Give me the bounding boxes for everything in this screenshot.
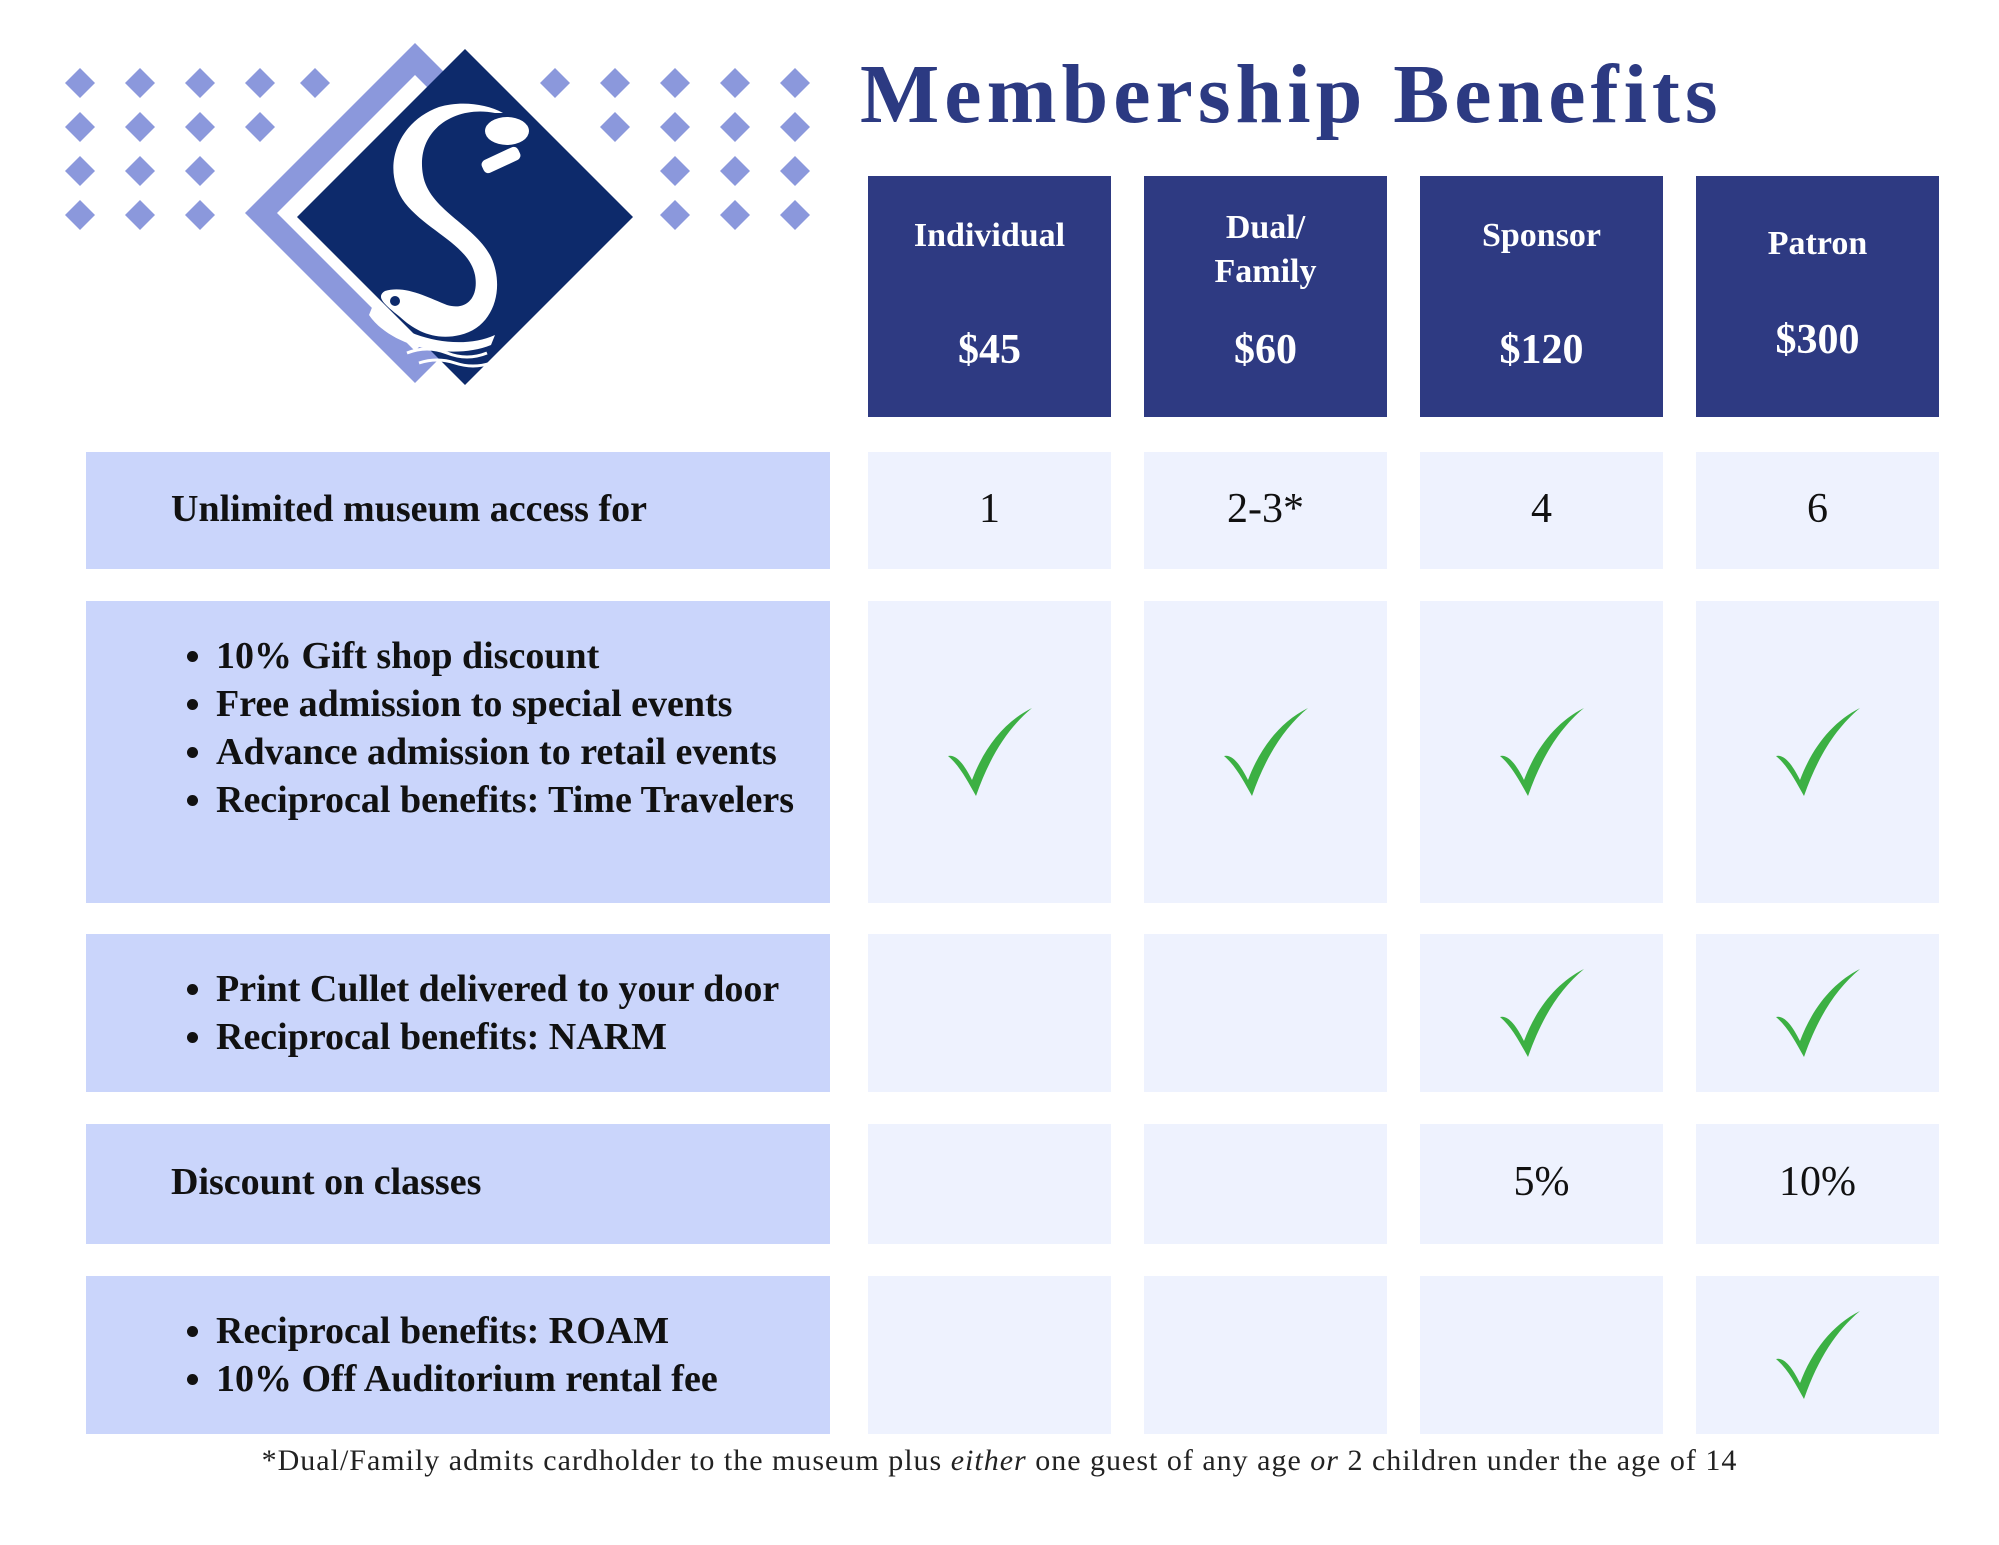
benefit-cell-r4-c1 — [1144, 1276, 1387, 1434]
tier-price: $60 — [1234, 327, 1297, 373]
benefit-label-1: 10% Gift shop discountFree admission to … — [86, 601, 830, 903]
benefit-list-item: Free admission to special events — [216, 680, 856, 728]
checkmark-icon — [942, 704, 1038, 800]
decorative-diamond-icon — [780, 156, 810, 186]
decorative-diamond-icon — [185, 156, 215, 186]
benefit-list: Print Cullet delivered to your doorRecip… — [174, 965, 856, 1061]
benefit-cell-r4-c0 — [868, 1276, 1111, 1434]
benefit-list-item: Reciprocal benefits: Time Travelers — [216, 776, 856, 824]
benefit-cell-r3-c2: 5% — [1420, 1124, 1663, 1244]
benefit-label-text: Unlimited museum access for — [171, 487, 647, 530]
decorative-diamond-icon — [65, 68, 95, 98]
benefit-list-item: Print Cullet delivered to your door — [216, 965, 856, 1013]
decorative-diamond-icon — [185, 200, 215, 230]
decorative-diamond-icon — [720, 68, 750, 98]
benefit-label-0: Unlimited museum access for — [86, 452, 830, 569]
tier-header-0: Individual $45 — [868, 176, 1111, 417]
decorative-diamond-icon — [780, 200, 810, 230]
decorative-diamond-icon — [540, 68, 570, 98]
benefit-value: 4 — [1531, 485, 1552, 532]
decorative-diamond-icon — [720, 156, 750, 186]
tier-header-1: Dual/ Family $60 — [1144, 176, 1387, 417]
checkmark-icon — [1218, 704, 1314, 800]
benefit-list: Reciprocal benefits: ROAM10% Off Auditor… — [174, 1307, 856, 1403]
benefit-label-2: Print Cullet delivered to your doorRecip… — [86, 934, 830, 1092]
benefit-label-3: Discount on classes — [86, 1124, 830, 1244]
benefit-cell-r3-c3: 10% — [1696, 1124, 1939, 1244]
checkmark-icon — [1770, 965, 1866, 1061]
benefit-value: 2-3* — [1227, 485, 1304, 532]
benefit-value: 10% — [1779, 1159, 1856, 1205]
decorative-diamond-icon — [300, 68, 330, 98]
benefit-label-4: Reciprocal benefits: ROAM10% Off Auditor… — [86, 1276, 830, 1434]
checkmark-icon — [1770, 704, 1866, 800]
tier-price: $120 — [1499, 327, 1584, 373]
benefit-value: 5% — [1513, 1159, 1570, 1205]
tier-name: Dual/ Family — [1214, 209, 1317, 290]
tier-name: Sponsor — [1481, 217, 1602, 254]
tier-header-3: Patron $300 — [1696, 176, 1939, 417]
decorative-diamond-icon — [660, 112, 690, 142]
decorative-diamond-icon — [660, 200, 690, 230]
benefit-cell-r4-c3 — [1696, 1276, 1939, 1434]
swan-s-icon — [369, 103, 529, 352]
benefit-list-item: 10% Gift shop discount — [216, 632, 856, 680]
decorative-diamond-icon — [125, 156, 155, 186]
benefit-cell-r3-c0 — [868, 1124, 1111, 1244]
benefit-value: 1 — [979, 485, 1000, 532]
decorative-diamond-icon — [245, 112, 275, 142]
decorative-diamonds — [65, 68, 810, 230]
benefit-cell-r0-c0: 1 — [868, 452, 1111, 569]
decorative-diamond-icon — [185, 68, 215, 98]
museum-logo — [65, 43, 810, 385]
benefit-list-item: 10% Off Auditorium rental fee — [216, 1355, 856, 1403]
checkmark-icon — [1494, 704, 1590, 800]
decorative-diamond-icon — [600, 112, 630, 142]
benefit-list-item: Reciprocal benefits: ROAM — [216, 1307, 856, 1355]
benefit-cell-r1-c1 — [1144, 601, 1387, 903]
logo-front-diamond — [297, 49, 633, 385]
page-title: Membership Benefits — [860, 48, 1723, 141]
tier-header-2: Sponsor $120 — [1420, 176, 1663, 417]
benefit-cell-r2-c1 — [1144, 934, 1387, 1092]
decorative-diamond-icon — [600, 68, 630, 98]
benefit-cell-r1-c3 — [1696, 601, 1939, 903]
tier-name: Individual — [913, 217, 1066, 254]
benefit-cell-r2-c3 — [1696, 934, 1939, 1092]
benefit-cell-r1-c0 — [868, 601, 1111, 903]
decorative-diamond-icon — [245, 68, 275, 98]
benefit-cell-r0-c2: 4 — [1420, 452, 1663, 569]
decorative-diamond-icon — [65, 156, 95, 186]
benefit-list-item: Reciprocal benefits: NARM — [216, 1013, 856, 1061]
decorative-diamond-icon — [720, 200, 750, 230]
decorative-diamond-icon — [660, 68, 690, 98]
decorative-diamond-icon — [65, 112, 95, 142]
benefit-cell-r1-c2 — [1420, 601, 1663, 903]
decorative-diamond-icon — [185, 112, 215, 142]
benefit-label-text: Discount on classes — [171, 1161, 482, 1203]
tier-price: $45 — [958, 327, 1021, 373]
benefit-value: 6 — [1807, 485, 1828, 532]
decorative-diamond-icon — [125, 200, 155, 230]
checkmark-icon — [1494, 965, 1590, 1061]
benefit-list: 10% Gift shop discountFree admission to … — [174, 632, 856, 824]
decorative-diamond-icon — [780, 112, 810, 142]
decorative-diamond-icon — [65, 200, 95, 230]
benefit-list-item: Advance admission to retail events — [216, 728, 856, 776]
benefit-cell-r0-c1: 2-3* — [1144, 452, 1387, 569]
tier-price: $300 — [1775, 317, 1860, 363]
decorative-diamond-icon — [660, 156, 690, 186]
decorative-diamond-icon — [780, 68, 810, 98]
benefit-cell-r2-c0 — [868, 934, 1111, 1092]
benefit-cell-r0-c3: 6 — [1696, 452, 1939, 569]
benefit-cell-r4-c2 — [1420, 1276, 1663, 1434]
decorative-diamond-icon — [125, 68, 155, 98]
decorative-diamond-icon — [125, 112, 155, 142]
tier-name: Patron — [1767, 225, 1868, 262]
decorative-diamond-icon — [720, 112, 750, 142]
checkmark-icon — [1770, 1307, 1866, 1403]
benefit-cell-r3-c1 — [1144, 1124, 1387, 1244]
benefit-cell-r2-c2 — [1420, 934, 1663, 1092]
footnote: *Dual/Family admits cardholder to the mu… — [261, 1444, 1738, 1477]
